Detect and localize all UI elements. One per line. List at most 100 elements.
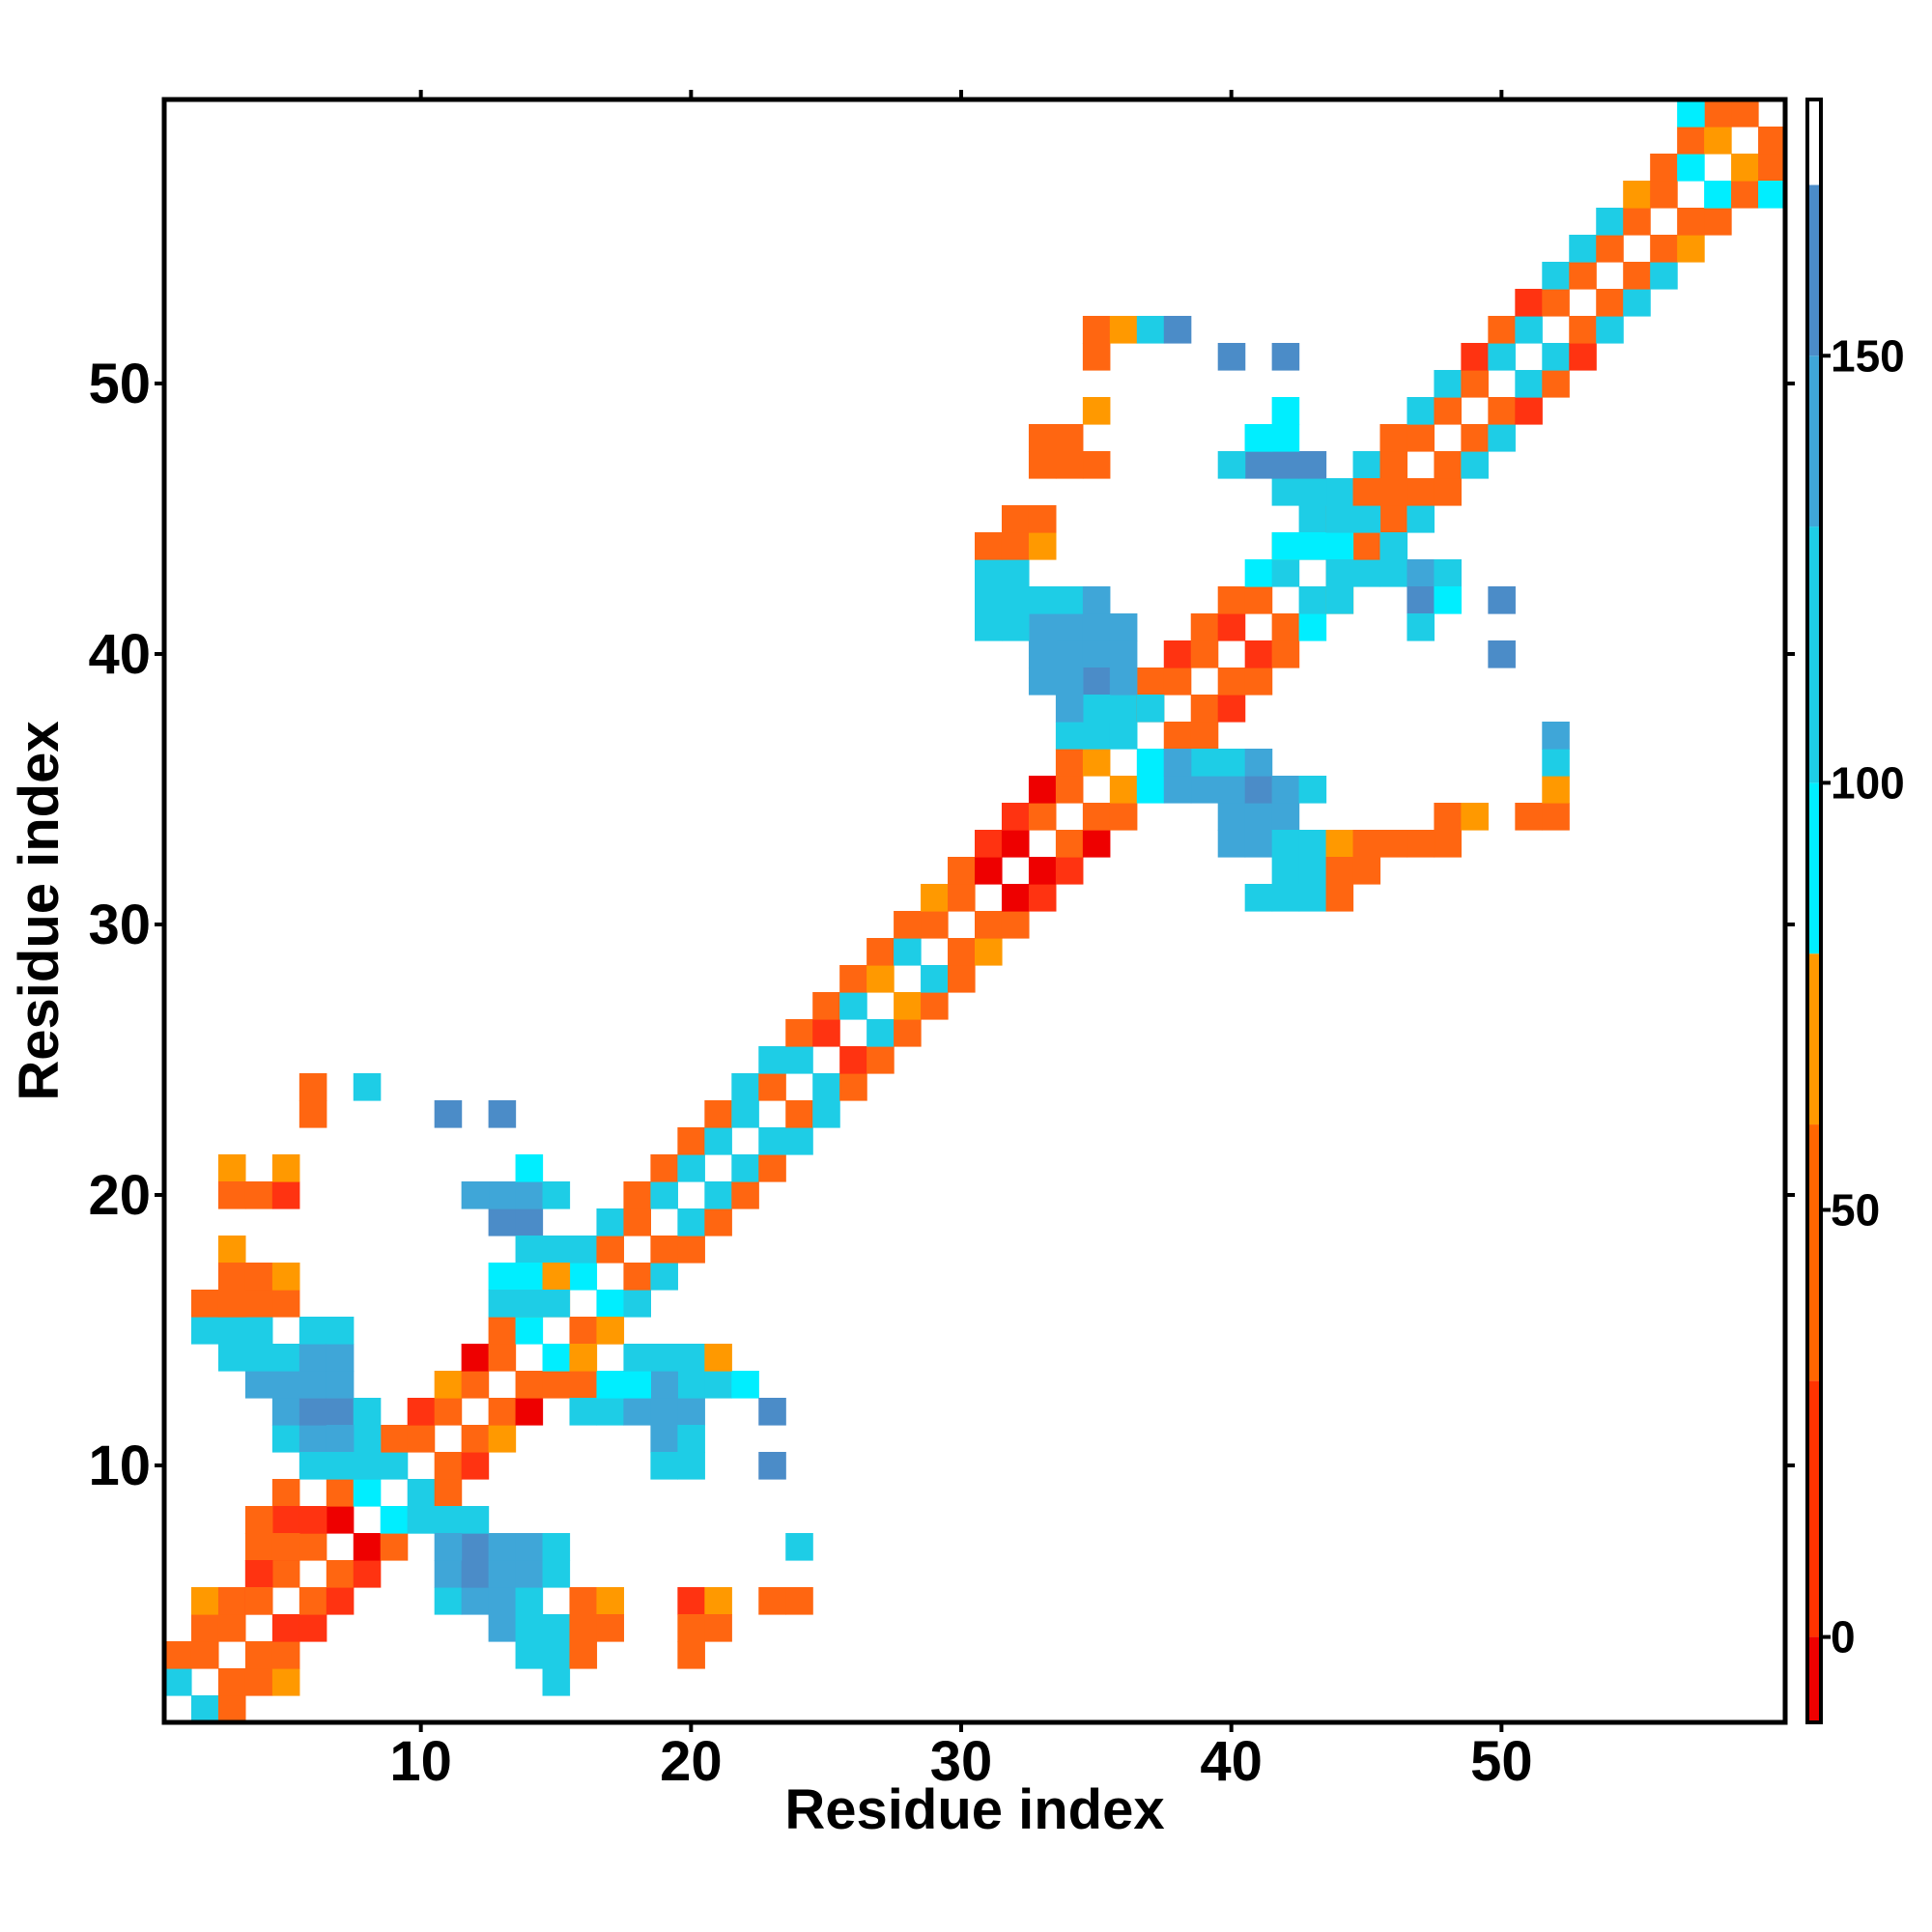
heatmap-cell: [217, 1344, 246, 1372]
heatmap-cell: [1677, 99, 1705, 128]
heatmap-cell: [1379, 424, 1408, 452]
heatmap-cell: [515, 1317, 544, 1345]
heatmap-cell: [1244, 776, 1273, 804]
heatmap-cell: [434, 1506, 463, 1534]
heatmap-cell: [271, 1614, 300, 1642]
heatmap-cell: [1055, 722, 1084, 750]
y-tick-label: 50: [88, 353, 151, 415]
heatmap-cell: [1001, 884, 1030, 912]
heatmap-cell: [1028, 451, 1057, 479]
heatmap-cell: [1217, 343, 1246, 371]
heatmap-cell: [1001, 830, 1030, 858]
heatmap-cell: [1109, 722, 1138, 750]
heatmap-cell: [1271, 830, 1300, 858]
heatmap-cell: [975, 911, 1003, 939]
heatmap-cell: [1379, 478, 1408, 506]
heatmap-cell: [975, 559, 1003, 587]
heatmap-cell: [704, 1371, 732, 1399]
heatmap-cell: [1136, 749, 1165, 777]
heatmap-cell: [867, 938, 895, 966]
heatmap-cell: [488, 1181, 517, 1209]
heatmap-cell: [488, 1425, 517, 1453]
heatmap-cell: [1461, 370, 1489, 398]
heatmap-cell: [1352, 451, 1381, 479]
heatmap-cell: [1001, 559, 1030, 587]
heatmap-cell: [1542, 803, 1570, 831]
heatmap-cell: [1731, 154, 1759, 182]
heatmap-cell: [326, 1506, 355, 1534]
heatmap-cell: [326, 1479, 355, 1507]
heatmap-cell: [380, 1533, 409, 1561]
colorbar-frame: [1805, 98, 1823, 1724]
heatmap-cell: [921, 911, 949, 939]
heatmap-cell: [731, 1371, 759, 1399]
heatmap-cell: [785, 1019, 813, 1047]
heatmap-cell: [407, 1479, 436, 1507]
heatmap-cell: [1163, 668, 1192, 696]
heatmap-cell: [298, 1344, 327, 1372]
heatmap-cell: [434, 1371, 463, 1399]
heatmap-cell: [244, 1317, 273, 1345]
heatmap-cell: [1623, 181, 1651, 209]
heatmap-cell: [1352, 532, 1381, 560]
heatmap-cell: [1325, 857, 1354, 885]
heatmap-cell: [1271, 857, 1300, 885]
heatmap-cell: [677, 1371, 705, 1399]
heatmap-cell: [542, 1181, 571, 1209]
heatmap-cell: [488, 1100, 517, 1128]
heatmap-cell: [164, 1641, 192, 1669]
heatmap-cell: [353, 1479, 382, 1507]
heatmap-cell: [1055, 695, 1084, 723]
heatmap-cell: [515, 1208, 544, 1236]
colorbar-tick-label: 0: [1831, 1612, 1856, 1662]
heatmap-cell: [1163, 722, 1192, 750]
heatmap-cell: [326, 1371, 355, 1399]
heatmap-cell: [353, 1533, 382, 1561]
heatmap-cell: [1001, 532, 1030, 560]
heatmap-cell: [1298, 478, 1327, 506]
heatmap-cell: [704, 1587, 732, 1615]
heatmap-cell: [298, 1073, 327, 1101]
heatmap-cell: [596, 1290, 625, 1318]
heatmap-cell: [1461, 343, 1489, 371]
heatmap-cell: [515, 1398, 544, 1426]
heatmap-cell: [1569, 316, 1597, 344]
heatmap-cell: [1650, 262, 1678, 290]
heatmap-cell: [461, 1371, 490, 1399]
heatmap-cell: [461, 1425, 490, 1453]
heatmap-cell: [515, 1290, 544, 1318]
colorbar-band: [1809, 1380, 1819, 1637]
heatmap-cell: [1001, 803, 1030, 831]
heatmap-cell: [1028, 776, 1057, 804]
heatmap-cell: [1217, 668, 1246, 696]
heatmap-cell: [461, 1560, 490, 1588]
heatmap-cell: [1244, 424, 1273, 452]
heatmap-cell: [1244, 749, 1273, 777]
heatmap-cell: [1217, 451, 1246, 479]
colorbar-band: [1809, 782, 1819, 954]
heatmap-cell: [1082, 803, 1111, 831]
heatmap-cell: [1001, 613, 1030, 641]
heatmap-cell: [271, 1263, 300, 1291]
heatmap-cell: [1136, 316, 1165, 344]
heatmap-cell: [1325, 884, 1354, 912]
heatmap-cell: [217, 1236, 246, 1264]
heatmap-cell: [623, 1344, 651, 1372]
colorbar-band: [1809, 355, 1819, 527]
heatmap-cell: [1109, 640, 1138, 668]
heatmap-cell: [1434, 803, 1462, 831]
heatmap-cell: [812, 1073, 840, 1101]
heatmap-cell: [461, 1533, 490, 1561]
heatmap-cell: [1650, 154, 1678, 182]
heatmap-cell: [1244, 803, 1273, 831]
heatmap-cell: [1217, 803, 1246, 831]
y-axis-ticks: 10 20 30 40 50: [88, 353, 1795, 1497]
x-tick-label: 20: [660, 1730, 723, 1793]
heatmap-cell: [434, 1533, 463, 1561]
heatmap-cell: [596, 1587, 625, 1615]
heatmap-cell: [515, 1641, 544, 1669]
colorbar: 0 50 100 150: [1805, 98, 1905, 1724]
heatmap-cell: [461, 1452, 490, 1480]
heatmap-cell: [1055, 830, 1084, 858]
heatmap-cell: [1055, 749, 1084, 777]
